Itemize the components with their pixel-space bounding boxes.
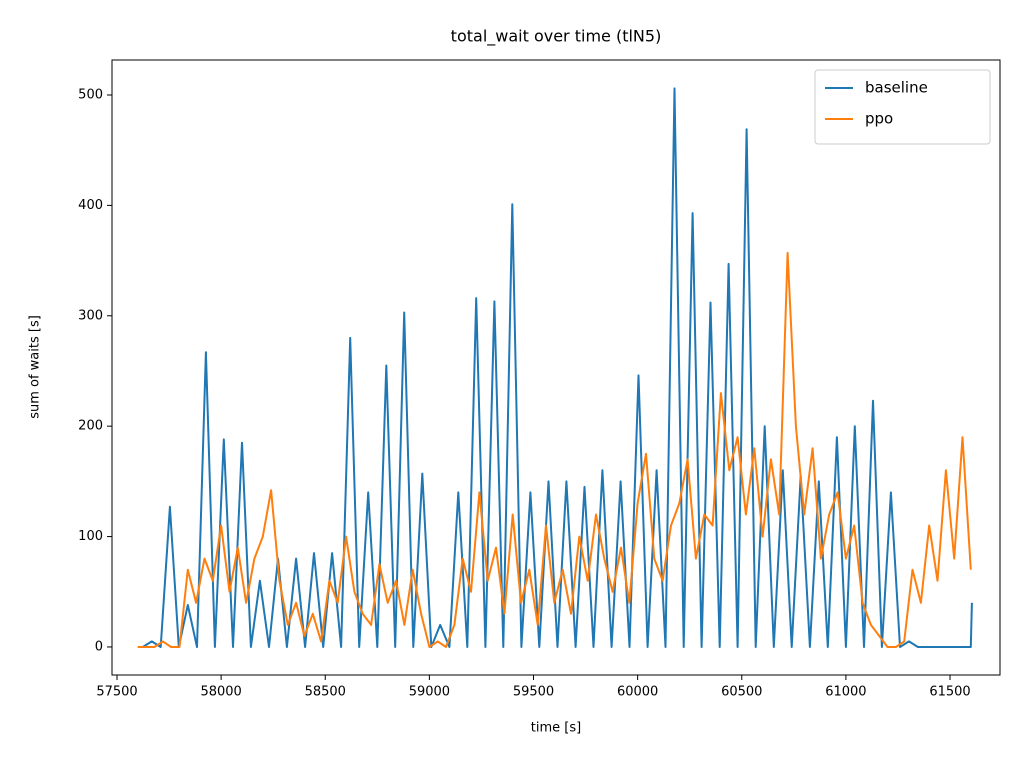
y-tick-label: 200 [78,419,103,434]
legend-label: ppo [865,110,893,128]
chart-title: total_wait over time (tlN5) [451,27,662,47]
x-tick-label: 57500 [96,685,137,700]
y-tick-label: 500 [78,87,103,102]
legend-label: baseline [865,79,928,97]
x-tick-label: 59500 [513,685,554,700]
plot-frame [111,59,1001,676]
x-tick-label: 58000 [200,685,241,700]
x-tick-label: 60000 [617,685,658,700]
x-tick-label: 61000 [825,685,866,700]
x-axis-label: time [s] [531,721,581,736]
series-line [137,251,972,648]
series-line [137,87,973,648]
x-tick-label: 59000 [409,685,450,700]
x-tick-label: 60500 [721,685,762,700]
legend-box [814,69,991,145]
y-tick-label: 400 [78,198,103,213]
x-tick-label: 61500 [929,685,970,700]
y-tick-label: 300 [78,308,103,323]
y-tick-label: 100 [78,529,103,544]
x-tick-label: 58500 [305,685,346,700]
y-axis-label: sum of waits [s] [28,315,43,419]
y-tick-label: 0 [95,639,103,654]
